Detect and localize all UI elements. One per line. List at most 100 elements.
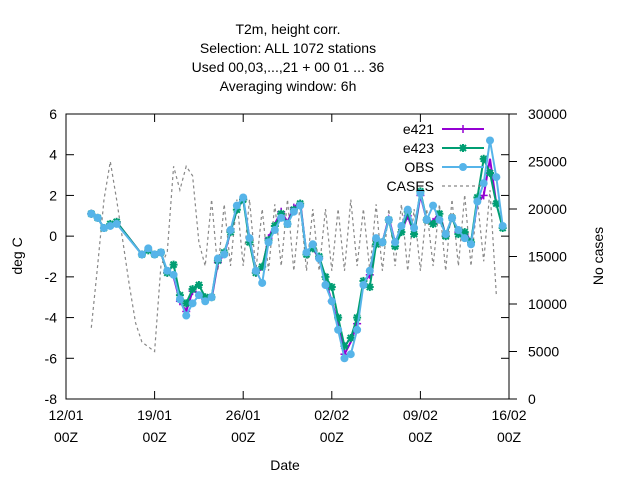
y2-tick-label: 10000 <box>528 296 567 312</box>
data-point <box>308 240 317 249</box>
y-tick-label: -2 <box>45 269 58 285</box>
axes-layer: -8 -6 -4 -2 0 2 4 6 0 5000 10000 15000 20000 25000 300… <box>45 106 568 445</box>
data-point <box>372 234 381 243</box>
data-point <box>397 221 406 230</box>
data-point <box>479 179 488 188</box>
data-point <box>315 254 324 263</box>
data-point <box>232 201 241 210</box>
data-point <box>334 325 343 334</box>
data-point <box>194 291 203 300</box>
x-tick-label-date: 26/01 <box>226 407 261 423</box>
x-tick-label-hour: 00Z <box>231 429 256 445</box>
legend-item-e421: e421 <box>403 121 484 137</box>
x-tick-label-hour: 00Z <box>143 429 168 445</box>
y-axis-label: deg C <box>9 237 25 274</box>
series-layer <box>87 136 507 363</box>
data-point <box>277 213 286 222</box>
data-point <box>182 299 191 308</box>
title-line: Used 00,03,...,21 + 00 01 ... 36 <box>192 59 385 75</box>
x-tick-label-hour: 00Z <box>320 429 345 445</box>
legend-label: OBS <box>404 159 434 175</box>
y2-tick-label: 15000 <box>528 249 567 265</box>
x-tick-label-date: 09/02 <box>403 407 438 423</box>
plot-frame <box>65 113 510 400</box>
legend-item-obs: OBS <box>404 159 484 175</box>
data-point <box>264 238 273 247</box>
legend-label: e421 <box>403 121 434 137</box>
data-point <box>194 281 203 289</box>
data-point <box>467 240 476 249</box>
data-point <box>156 248 165 257</box>
data-point <box>422 215 431 224</box>
y2-tick-label: 30000 <box>528 106 567 122</box>
data-point <box>112 219 121 228</box>
data-point <box>106 221 115 230</box>
data-point <box>473 197 482 206</box>
data-point <box>459 163 467 171</box>
data-point <box>441 230 450 239</box>
y-tick-label: -4 <box>45 310 58 326</box>
data-point <box>213 254 222 263</box>
y2-tick-label: 0 <box>528 391 536 407</box>
data-point <box>245 234 254 243</box>
data-point <box>416 189 425 198</box>
data-point <box>327 283 336 292</box>
y-tick-label: 2 <box>49 187 57 203</box>
data-point <box>486 169 495 178</box>
x-tick-label-hour: 00Z <box>408 429 433 445</box>
data-point <box>378 238 387 247</box>
y-tick-label: -8 <box>45 391 58 407</box>
series-e423 <box>87 154 507 351</box>
data-point <box>448 213 457 222</box>
legend-label: e423 <box>403 140 434 156</box>
data-point <box>258 278 267 287</box>
x-tick-label-hour: 00Z <box>497 429 522 445</box>
data-point <box>188 299 197 308</box>
data-point <box>283 219 292 228</box>
data-point <box>359 281 368 289</box>
data-point <box>144 244 153 253</box>
data-point <box>239 193 248 202</box>
data-point <box>340 354 349 363</box>
data-point <box>410 224 419 232</box>
data-point <box>492 173 501 182</box>
data-point <box>188 285 197 294</box>
x-axis-label: Date <box>270 457 300 473</box>
data-point <box>460 234 469 243</box>
y2-tick-label: 20000 <box>528 201 567 217</box>
data-point <box>296 201 305 210</box>
data-point <box>391 238 400 247</box>
x-tick-label-date: 02/02 <box>314 407 349 423</box>
chart-title: T2m, height corr. Selection: ALL 1072 sta… <box>192 21 385 94</box>
y-tick-label: 0 <box>49 228 57 244</box>
legend-label: CASES <box>387 178 434 194</box>
data-point <box>289 207 298 216</box>
data-point <box>93 213 102 222</box>
series-e421 <box>87 158 501 359</box>
legend: e421 e423 OBS CASES <box>387 121 484 194</box>
legend-item-e423: e423 <box>403 140 484 156</box>
data-point <box>346 350 355 359</box>
y2-tick-label: 25000 <box>528 154 567 170</box>
data-point <box>459 125 467 133</box>
data-point <box>99 224 108 232</box>
data-point <box>454 226 463 235</box>
data-point <box>403 205 412 214</box>
data-point <box>182 311 191 320</box>
data-point <box>150 250 159 259</box>
data-point <box>220 250 229 259</box>
x-tick-label-date: 16/02 <box>491 407 526 423</box>
data-point <box>302 248 311 257</box>
data-point <box>353 325 362 334</box>
data-point <box>327 297 336 306</box>
data-point <box>251 266 260 275</box>
data-point <box>435 215 444 224</box>
x-tick-label-date: 19/01 <box>137 407 172 423</box>
data-point <box>137 250 146 259</box>
y2-axis-label: No cases <box>590 227 606 285</box>
y-tick-label: -6 <box>45 350 58 366</box>
data-point <box>459 144 467 152</box>
y-tick-label: 4 <box>49 147 57 163</box>
data-point <box>346 333 355 342</box>
